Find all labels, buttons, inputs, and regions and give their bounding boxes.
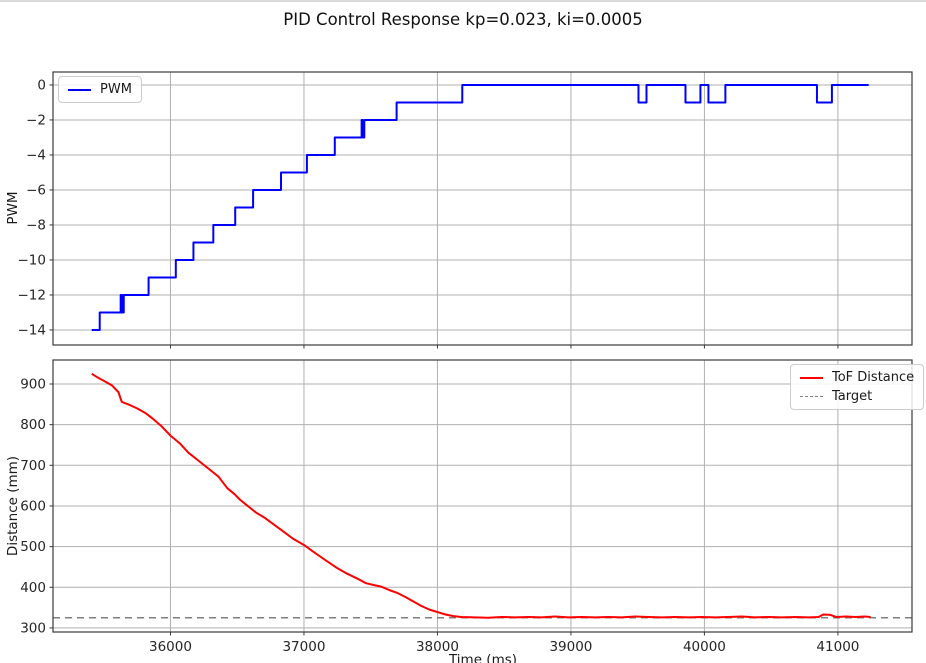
legend-label-pwm: PWM <box>100 82 132 97</box>
pwm-line-sample <box>68 88 91 91</box>
y-tick-label: −6 <box>26 182 46 198</box>
pwm-line <box>91 83 869 331</box>
distance-axis-label: Distance (mm) <box>5 455 21 557</box>
y-tick-label: 400 <box>20 580 46 596</box>
y-tick-label: −14 <box>18 322 47 338</box>
y-tick-label: 0 <box>37 77 46 93</box>
y-tick-label: 900 <box>20 376 46 392</box>
axes-border <box>52 359 913 633</box>
y-tick-label: 300 <box>20 620 46 636</box>
y-tick-label: 700 <box>20 458 46 474</box>
legend-item-pwm: PWM <box>68 80 132 99</box>
axes-border <box>52 71 913 346</box>
legend-item-tof: ToF Distance <box>800 368 914 387</box>
x-tick-label: 36000 <box>149 639 192 655</box>
legend-label-target: Target <box>832 389 873 404</box>
chart-title: PID Control Response kp=0.023, ki=0.0005 <box>283 10 643 29</box>
y-tick-label: −4 <box>26 147 46 163</box>
tof-line-sample <box>800 376 823 379</box>
x-tick-label: 37000 <box>282 639 325 655</box>
y-tick-label: −8 <box>26 217 46 233</box>
x-tick-label: 41000 <box>816 639 859 655</box>
pwm-axis-label: PWM <box>5 191 21 225</box>
y-tick-label: −2 <box>26 112 46 128</box>
window-top-edge <box>0 0 926 2</box>
target-line-sample <box>800 396 823 397</box>
y-tick-label: 600 <box>20 498 46 514</box>
x-tick-label: 38000 <box>416 639 459 655</box>
y-tick-label: 800 <box>20 417 46 433</box>
x-tick-label: 39000 <box>549 639 592 655</box>
y-tick-label: −10 <box>18 252 47 268</box>
legend-label-tof: ToF Distance <box>832 370 915 385</box>
tof-distance-line <box>91 372 871 619</box>
x-tick-label: 40000 <box>683 639 726 655</box>
distance-legend: ToF Distance Target <box>790 364 925 410</box>
pwm-legend: PWM <box>58 76 142 103</box>
y-tick-label: 500 <box>20 539 46 555</box>
y-tick-label: −12 <box>18 287 47 303</box>
legend-item-target: Target <box>800 387 914 406</box>
time-axis-label: Time (ms) <box>448 652 518 663</box>
